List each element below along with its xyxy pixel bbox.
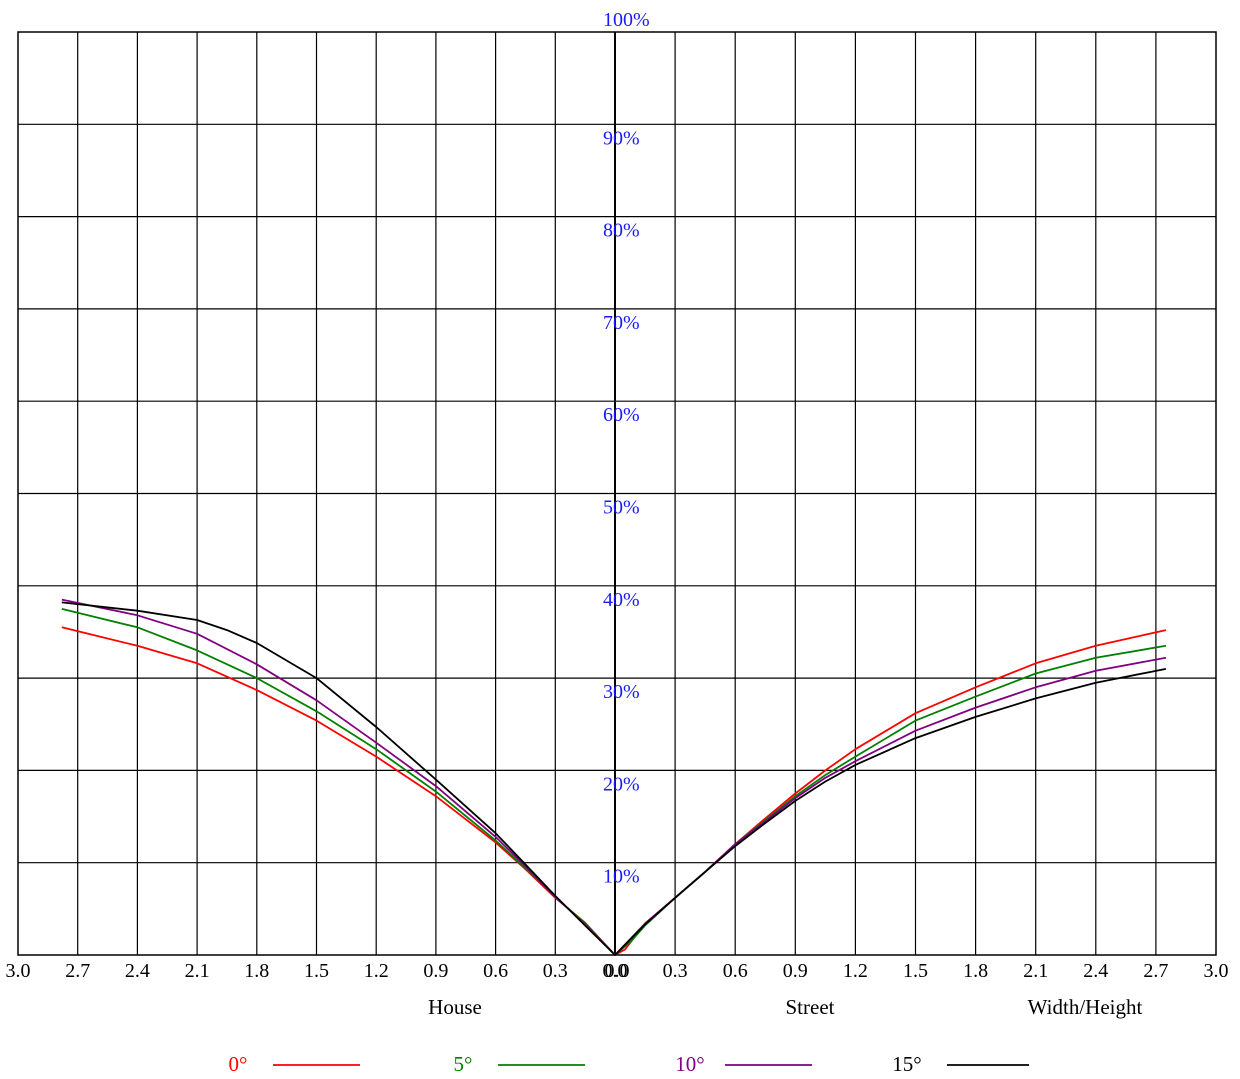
x-tick-labels: 3.0 2.7 2.4 2.1 1.8 1.5 1.2 0.9 0.6 0.3 0.00.0 0.3 0…	[6, 960, 1229, 982]
y-tick-label: 50%	[603, 497, 640, 519]
x-tick-label: 3.0	[1204, 960, 1229, 982]
y-tick-label: 80%	[603, 220, 640, 242]
y-tick-label: 20%	[603, 773, 640, 795]
x-tick-label: 2.1	[1023, 960, 1048, 982]
series-line-15deg	[61, 601, 1167, 956]
x-tick-label: 1.8	[244, 960, 269, 982]
y-tick-label: 10%	[603, 866, 640, 888]
series-line-5deg	[61, 608, 1167, 956]
grid	[17, 31, 1217, 956]
legend-label: 5°	[454, 1052, 473, 1076]
axis-word-street: Street	[786, 995, 835, 1019]
legend-label: 15°	[892, 1052, 921, 1076]
x-tick-label: 2.1	[185, 960, 210, 982]
y-tick-label: 90%	[603, 127, 640, 149]
x-tick-label: 0.6	[723, 960, 748, 982]
x-tick-label: 3.0	[6, 960, 31, 982]
x-tick-label: 0.9	[783, 960, 808, 982]
x-tick-label: 0.3	[543, 960, 568, 982]
x-tick-label: 2.7	[65, 960, 90, 982]
y-tick-label: 100%	[603, 9, 650, 31]
axis-word-house: House	[428, 995, 482, 1019]
y-tick-label: 70%	[603, 312, 640, 334]
legend-label: 0°	[229, 1052, 248, 1076]
x-tick-label: 1.5	[903, 960, 928, 982]
x-tick-label: 0.0	[603, 960, 628, 982]
x-tick-label: 2.4	[1083, 960, 1108, 982]
x-tick-label: 1.2	[843, 960, 868, 982]
axis-word-width-height: Width/Height	[1028, 995, 1143, 1019]
x-tick-label: 0.6	[483, 960, 508, 982]
series-lines	[61, 598, 1167, 956]
x-tick-label: 1.5	[304, 960, 329, 982]
legend-label: 10°	[675, 1052, 704, 1076]
x-tick-label: 1.2	[364, 960, 389, 982]
y-tick-label: 60%	[603, 404, 640, 426]
y-tick-labels: 10% 20% 30% 40% 50% 60% 70% 80% 90% 100%	[603, 9, 650, 888]
x-tick-label: 1.8	[963, 960, 988, 982]
x-tick-label: 0.0	[605, 960, 630, 982]
legend: 0° 5° 10° 15°	[229, 1052, 1029, 1076]
y-tick-label: 30%	[603, 681, 640, 703]
x-tick-label: 0.9	[423, 960, 448, 982]
x-tick-label: 2.7	[1143, 960, 1168, 982]
x-tick-label: 2.4	[125, 960, 150, 982]
x-tick-label: 0.3	[663, 960, 688, 982]
y-tick-label: 40%	[603, 589, 640, 611]
